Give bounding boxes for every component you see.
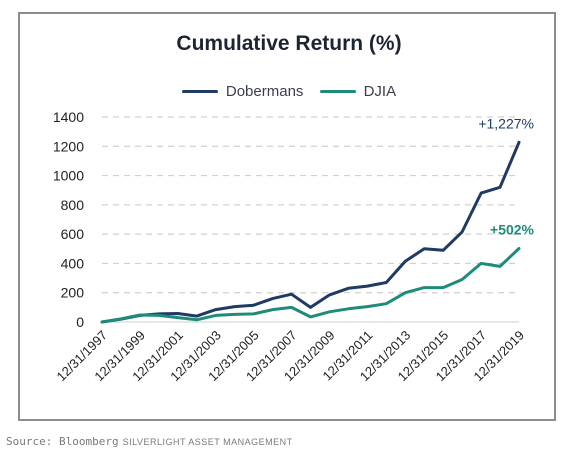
legend-item-djia: DJIA	[319, 83, 397, 100]
chart-legend: Dobermans DJIA	[0, 80, 578, 100]
y-tick-label-200: 200	[61, 285, 85, 301]
legend-label-djia: DJIA	[363, 83, 397, 100]
brand-text: SILVERLIGHT ASSET MANAGEMENT	[122, 437, 293, 447]
y-tick-label-0: 0	[76, 314, 84, 330]
y-tick-label-400: 400	[61, 255, 85, 271]
end-label-dobermans: +1,227%	[478, 115, 534, 131]
source-note: Source: Bloomberg SILVERLIGHT ASSET MANAG…	[6, 435, 293, 448]
source-text: Source: Bloomberg	[6, 435, 119, 448]
series-line-dobermans	[100, 140, 521, 324]
y-tick-label-1200: 1200	[53, 138, 84, 154]
y-tick-label-800: 800	[61, 197, 85, 213]
legend-label-dobermans: Dobermans	[225, 83, 304, 100]
legend-swatch-dobermans	[181, 90, 218, 93]
legend-item-dobermans: Dobermans	[181, 83, 304, 100]
chart-frame	[18, 12, 556, 421]
y-tick-label-600: 600	[61, 226, 85, 242]
legend-swatch-djia	[319, 90, 356, 93]
series-line-djia	[100, 247, 521, 324]
y-tick-label-1000: 1000	[53, 168, 84, 184]
y-tick-label-1400: 1400	[53, 109, 84, 125]
chart-title: Cumulative Return (%)	[176, 32, 402, 55]
end-label-djia: +502%	[490, 221, 535, 237]
line-chart: 020040060080010001200140012/31/199712/31…	[53, 109, 535, 384]
